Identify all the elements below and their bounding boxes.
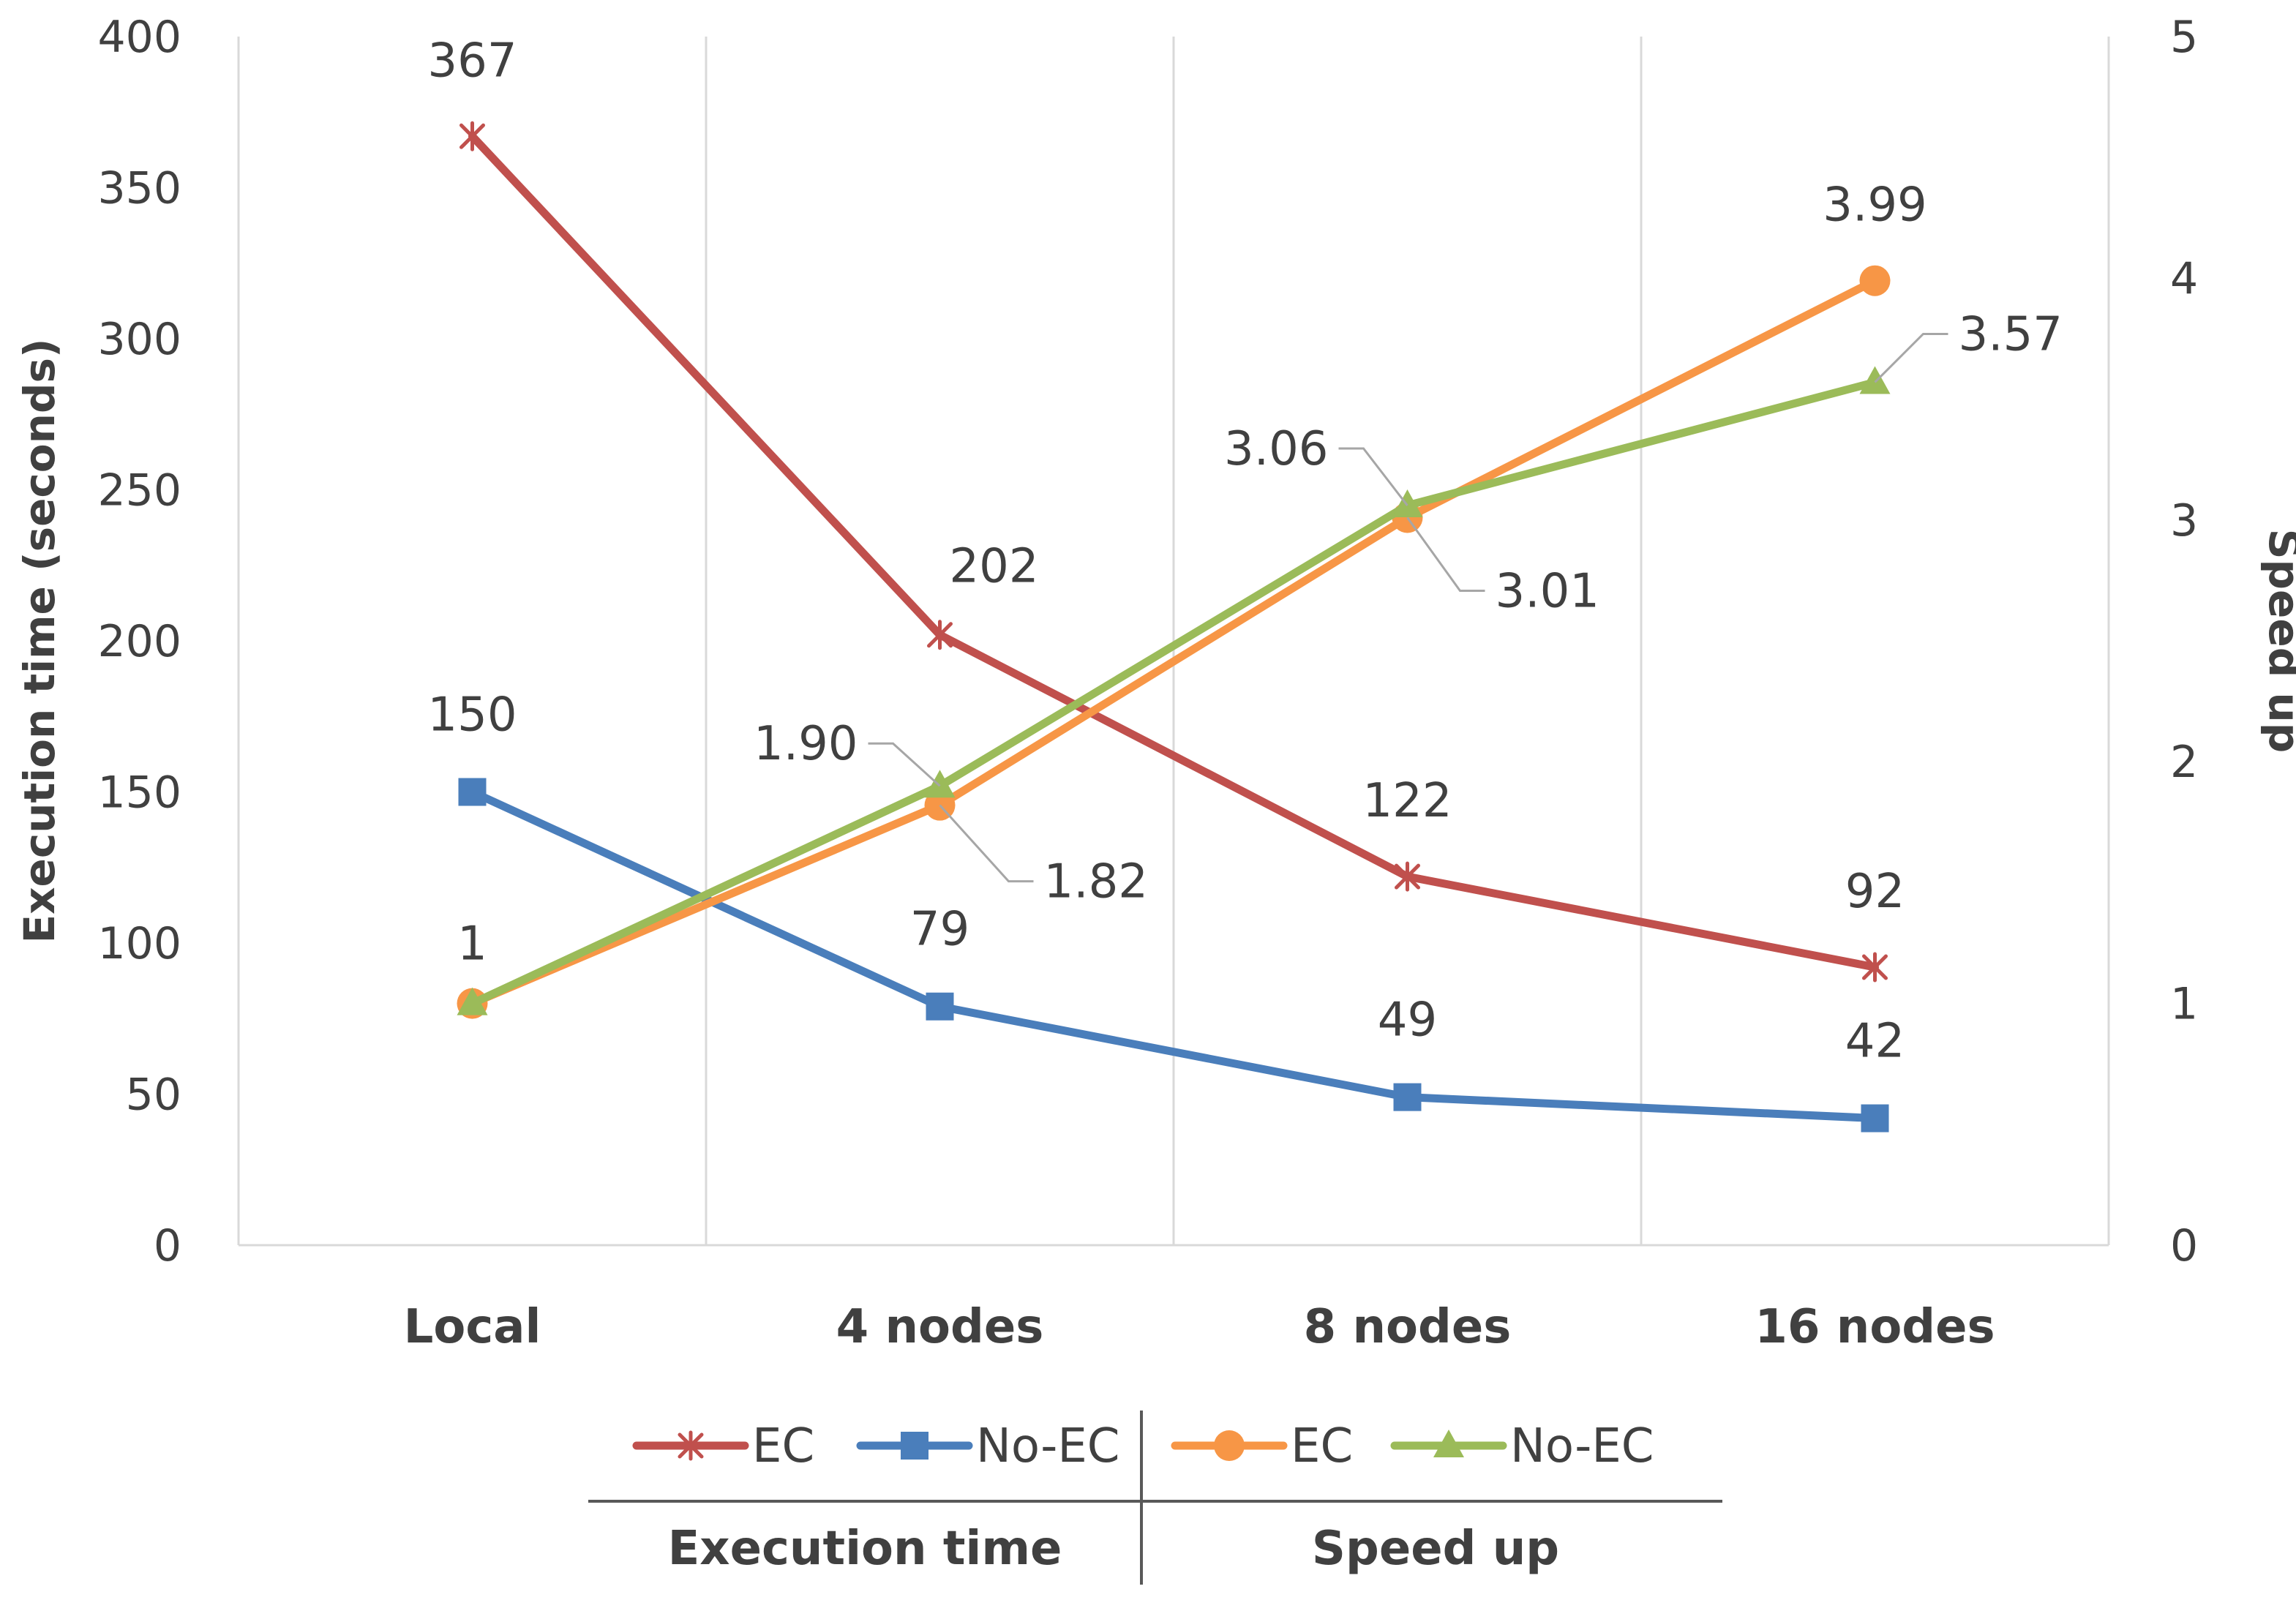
execution-time-ec-point [459,121,485,151]
execution-time-no-ec-point [458,778,487,806]
execution-time-ec-point [1862,952,1888,983]
legend-label: No-EC [1510,1419,1654,1473]
speed-up-no-ec-leader-line [868,742,941,787]
speed-up-no-ec-data-label: 3.06 [1224,422,1329,476]
execution-time-ec-data-label: 367 [427,34,517,88]
data-labels: 367 202 122 92 150 79 49 42 1 1.82 3.01 3.99 1.90 3.0… [427,34,2063,1068]
speed-up-ec-leader-line [1406,517,1485,592]
speed-up-no-ec-point [457,987,488,1015]
speed-up-ec-data-label: 3.99 [1823,179,1927,233]
series [457,121,1891,1133]
speed-up-ec-leader-line [939,804,1034,883]
y-left-tick-label: 250 [97,465,181,517]
execution-time-no-ec-point [1393,1083,1422,1111]
legend-label: No-EC [976,1419,1119,1473]
legend-label: EC [1291,1419,1353,1473]
x-tick-label: 4 nodes [836,1300,1044,1354]
y-right-axis-title: Speed up [2259,529,2296,753]
speed-up-ec-data-label: 1 [457,917,487,972]
execution-time-no-ec-data-label: 49 [1378,994,1437,1048]
speed-up-ec-point [1859,265,1891,296]
speed-up-no-ec-point [1392,489,1423,517]
legend-swatch-marker [678,1430,704,1461]
execution-time-no-ec-data-label: 150 [427,688,517,743]
execution-time-no-ec-point [926,992,954,1021]
y-right-tick-label: 1 [2170,979,2198,1030]
legend-item-speed-up-ec: EC [1171,1419,1353,1473]
y-left-tick-label: 350 [97,163,181,214]
legend-group-title: Speed up [1312,1522,1559,1576]
y-right-tick-label: 3 [2170,495,2198,547]
execution-time-no-ec-point [1861,1104,1889,1133]
legend: EC No-EC EC No-EC Execution time Speed up [588,1411,1722,1585]
speed-up-ec-line [468,277,1879,1008]
grid [237,37,2110,1245]
legend-item-execution-time-no-ec: No-EC [856,1419,1119,1473]
y-right-tick-label: 0 [2170,1220,2198,1272]
speed-up-no-ec-data-label: 1.90 [754,717,858,771]
speed-up-no-ec-leader-line [1338,447,1408,506]
y-right-tick-label: 2 [2170,737,2198,788]
execution-time-no-ec-data-label: 42 [1845,1015,1905,1069]
execution-time-ec-data-label: 202 [949,540,1038,594]
execution-time-no-ec-line [468,788,1879,1123]
execution-time-ec-data-label: 92 [1845,865,1905,919]
y-left-tick-label: 300 [97,314,181,365]
x-tick-label: 8 nodes [1304,1300,1512,1354]
x-tick-label: 16 nodes [1755,1300,1995,1354]
execution-time-ec-point [1395,861,1420,892]
x-tick-label: Local [404,1300,541,1354]
speed-up-no-ec-point [924,770,956,798]
y-left-tick-label: 100 [97,918,181,969]
speed-up-no-ec-line [468,378,1879,1008]
execution-time-ec-point [927,620,953,650]
speed-up-no-ec-leader-line [1874,332,1948,383]
legend-item-speed-up-no-ec: No-EC [1390,1419,1654,1473]
speed-up-ec-data-label: 1.82 [1044,855,1149,909]
legend-swatch-marker [1433,1430,1464,1457]
speed-up-no-ec-point [1859,366,1891,394]
y-right-tick-label: 5 [2170,12,2198,63]
execution-time-no-ec-data-label: 79 [910,903,969,957]
legend-group-title: Execution time [668,1522,1062,1576]
legend-swatch-marker [901,1432,928,1460]
legend-item-execution-time-ec: EC [632,1419,814,1473]
axes: 0 50 100 150 200 250 300 350 400 0 1 2 3 4 5 Local 4 nod… [15,12,2296,1354]
legend-swatch-marker [1214,1430,1245,1461]
legend-label: EC [752,1419,814,1473]
y-left-tick-label: 400 [97,12,181,63]
speed-up-ec-data-label: 3.01 [1496,564,1600,618]
y-left-tick-label: 150 [97,767,181,819]
y-left-tick-label: 50 [126,1070,181,1121]
speed-up-no-ec-data-label: 3.57 [1959,307,2063,361]
y-left-tick-label: 200 [97,616,181,667]
y-left-axis-title: Execution time (seconds) [15,339,64,944]
y-right-tick-label: 4 [2170,253,2198,304]
y-left-tick-label: 0 [154,1220,181,1272]
execution-time-ec-line [468,132,1879,972]
execution-time-ec-data-label: 122 [1362,774,1452,828]
